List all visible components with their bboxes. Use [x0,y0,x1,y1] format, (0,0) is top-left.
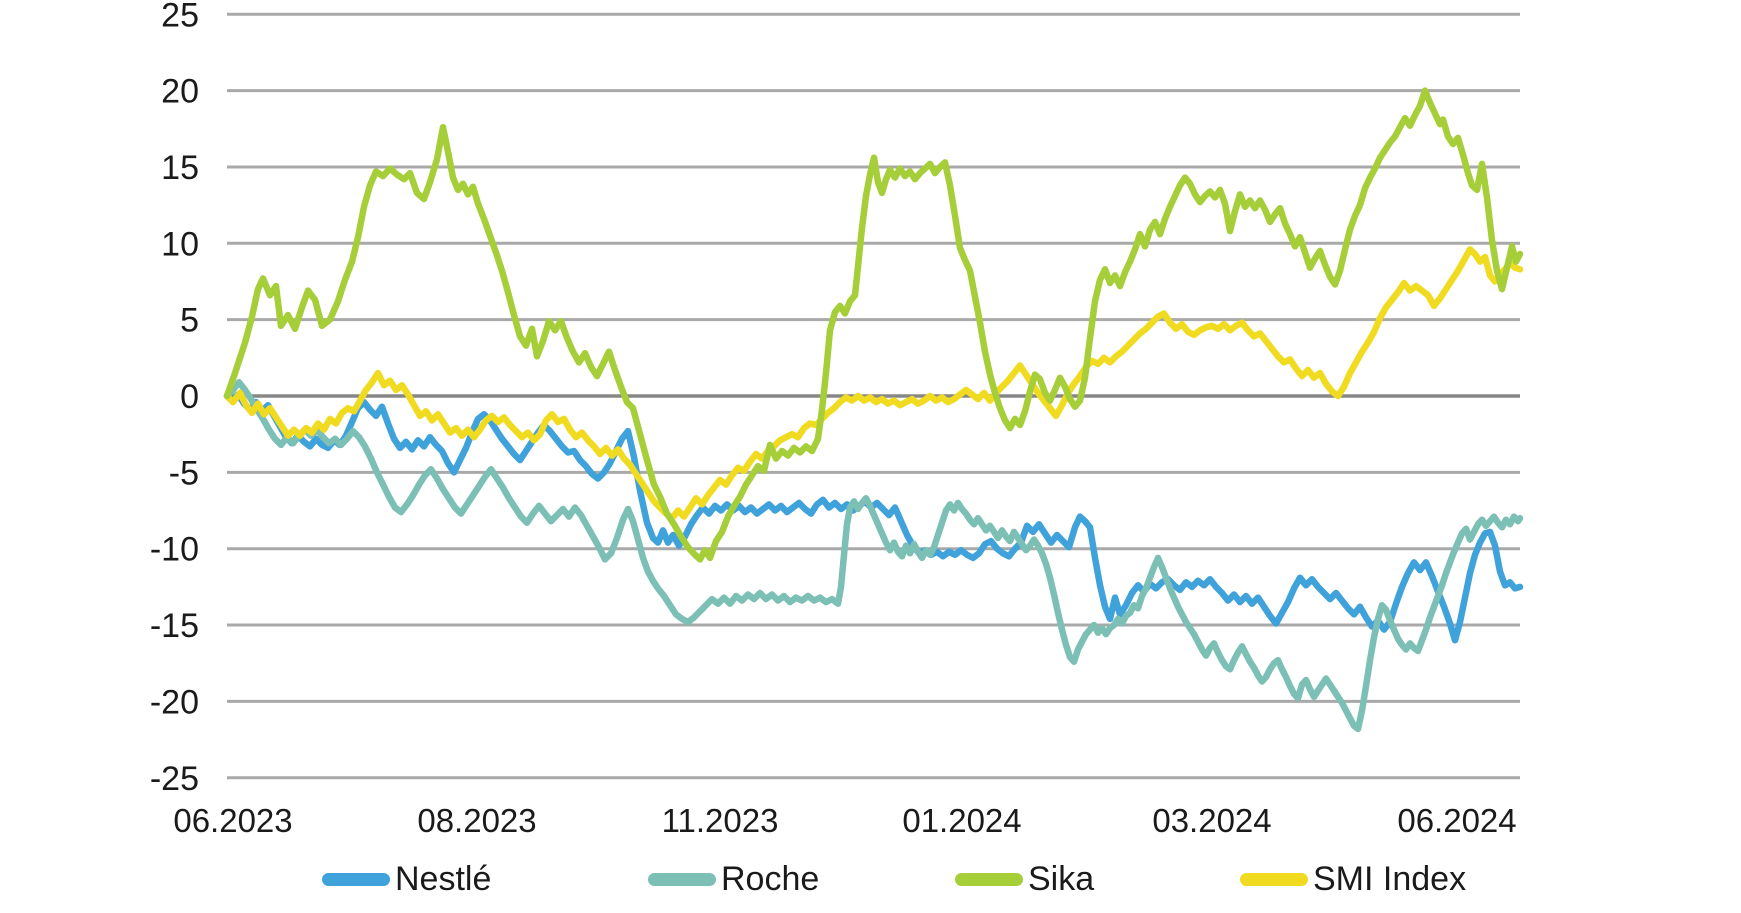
y-axis-label--25: -25 [150,760,199,798]
x-axis-label-06.2023: 06.2023 [173,802,292,839]
x-axis-label-01.2024: 01.2024 [902,802,1021,839]
y-axis-label--20: -20 [150,683,199,721]
x-axis-label-11.2023: 11.2023 [662,802,779,839]
legend-label: Sika [1028,860,1095,898]
y-axis-label-20: 20 [161,73,199,111]
y-axis-label--15: -15 [150,607,199,645]
legend-label: Nestlé [395,860,492,898]
series-line-sika [223,87,1524,563]
y-axis-label-10: 10 [161,225,199,263]
series-line-nestlé [223,391,1524,644]
series-line-smi-index [223,246,1524,522]
legend-item-smi-index: SMI Index [1240,856,1466,902]
series-line-roche [223,379,1524,733]
y-axis-label--10: -10 [150,531,199,569]
y-axis-label-0: 0 [180,378,199,416]
y-axis-label-5: 5 [180,302,199,340]
legend-swatch-icon [322,872,390,886]
legend-swatch-icon [648,872,716,886]
legend-label: SMI Index [1313,860,1467,898]
legend-item-sika: Sika [955,856,1094,902]
legend-swatch-icon [955,872,1023,886]
legend-item-roche: Roche [648,856,819,902]
chart-legend: Nestlé Roche Sika SMI Index [0,856,1741,902]
x-axis-label-06.2024: 06.2024 [1397,802,1516,839]
y-axis-label-25: 25 [161,0,199,34]
legend-swatch-icon [1240,872,1308,886]
legend-label: Roche [721,860,820,898]
y-axis-label--5: -5 [169,454,199,492]
x-axis-label-08.2023: 08.2023 [417,802,536,839]
y-axis-label-15: 15 [161,149,199,187]
x-axis-label-03.2024: 03.2024 [1152,802,1271,839]
legend-item-nestlé: Nestlé [322,856,491,902]
